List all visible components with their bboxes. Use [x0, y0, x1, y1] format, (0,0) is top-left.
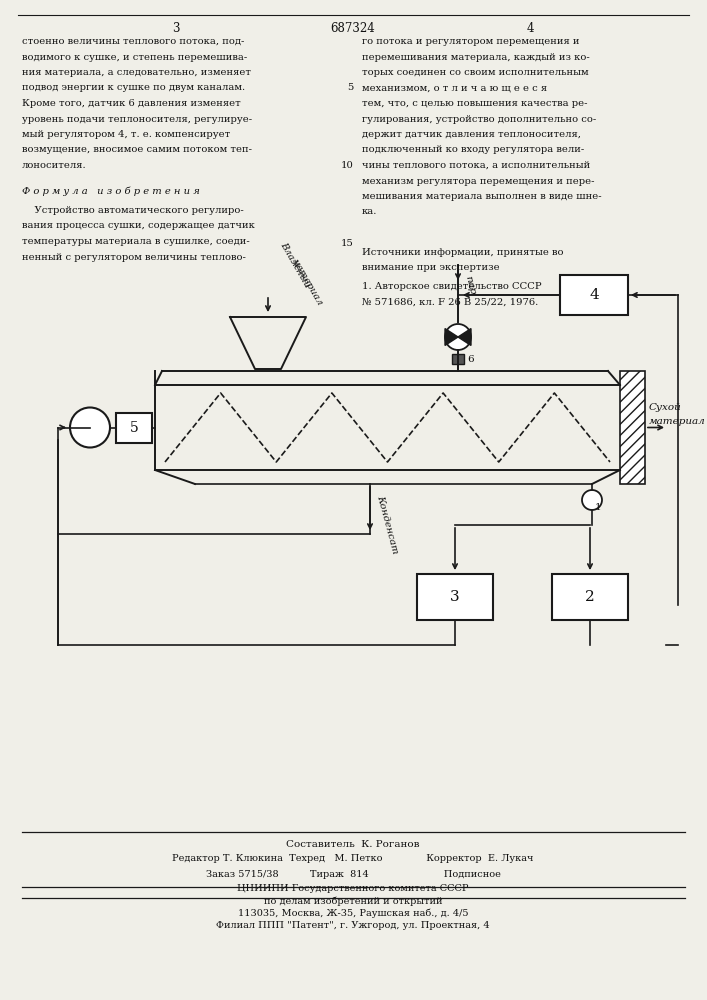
Text: ненный с регулятором величины теплово-: ненный с регулятором величины теплово- [22, 252, 246, 261]
Text: Филиал ППП "Патент", г. Ужгород, ул. Проектная, 4: Филиал ППП "Патент", г. Ужгород, ул. Про… [216, 921, 490, 930]
Text: 5: 5 [348, 84, 354, 93]
Text: № 571686, кл. F 26 В 25/22, 1976.: № 571686, кл. F 26 В 25/22, 1976. [362, 298, 538, 306]
Text: водимого к сушке, и степень перемешива-: водимого к сушке, и степень перемешива- [22, 52, 247, 62]
Text: 1. Авторское свидетельство СССР: 1. Авторское свидетельство СССР [362, 282, 542, 291]
Text: температуры материала в сушилке, соеди-: температуры материала в сушилке, соеди- [22, 237, 250, 246]
Text: перемешивания материала, каждый из ко-: перемешивания материала, каждый из ко- [362, 52, 590, 62]
Text: возмущение, вносимое самим потоком теп-: возмущение, вносимое самим потоком теп- [22, 145, 252, 154]
Text: тем, что, с целью повышения качества ре-: тем, что, с целью повышения качества ре- [362, 99, 588, 108]
Text: го потока и регулятором перемещения и: го потока и регулятором перемещения и [362, 37, 580, 46]
Bar [560, 275, 628, 315]
Text: ния материала, а следовательно, изменяет: ния материала, а следовательно, изменяет [22, 68, 251, 77]
Text: Устройство автоматического регулиро-: Устройство автоматического регулиро- [22, 206, 244, 215]
Text: 3: 3 [450, 590, 460, 604]
Text: уровень подачи теплоносителя, регулируе-: уровень подачи теплоносителя, регулируе- [22, 114, 252, 123]
Text: торых соединен со своим исполнительным: торых соединен со своим исполнительным [362, 68, 589, 77]
Circle shape [70, 408, 110, 448]
Text: Конденсат: Конденсат [375, 494, 399, 555]
Text: 6: 6 [467, 355, 474, 363]
Bar [620, 371, 645, 484]
Text: материал: материал [290, 256, 325, 307]
Text: Сухой: Сухой [649, 402, 682, 412]
Text: гулирования, устройство дополнительно со-: гулирования, устройство дополнительно со… [362, 114, 596, 123]
Text: ЦНИИПИ Государственного комитета СССР: ЦНИИПИ Государственного комитета СССР [238, 884, 469, 893]
Circle shape [445, 324, 471, 350]
Text: подвод энергии к сушке по двум каналам.: подвод энергии к сушке по двум каналам. [22, 84, 245, 93]
Text: лоносителя.: лоносителя. [22, 161, 87, 170]
Text: 3: 3 [173, 22, 180, 35]
Text: 4: 4 [589, 288, 599, 302]
Text: ка.: ка. [362, 208, 378, 217]
Text: механизм регулятора перемещения и пере-: механизм регулятора перемещения и пере- [362, 176, 595, 186]
Text: 5: 5 [129, 420, 139, 434]
Text: Источники информации, принятые во: Источники информации, принятые во [362, 248, 563, 257]
Circle shape [582, 490, 602, 510]
Text: вания процесса сушки, содержащее датчик: вания процесса сушки, содержащее датчик [22, 222, 255, 231]
Bar [417, 574, 493, 620]
Text: 4: 4 [526, 22, 534, 35]
Bar [552, 574, 628, 620]
Text: Кроме того, датчик 6 давления изменяет: Кроме того, датчик 6 давления изменяет [22, 99, 241, 108]
Text: стоенно величины теплового потока, под-: стоенно величины теплового потока, под- [22, 37, 245, 46]
Text: Редактор Т. Клюкина  Техред   М. Петко              Корректор  Е. Лукач: Редактор Т. Клюкина Техред М. Петко Корр… [173, 854, 534, 863]
Text: подключенный ко входу регулятора вели-: подключенный ко входу регулятора вели- [362, 145, 584, 154]
Text: материал: материал [649, 416, 706, 426]
Text: механизмом, о т л и ч а ю щ е е с я: механизмом, о т л и ч а ю щ е е с я [362, 84, 547, 93]
Polygon shape [458, 329, 471, 345]
Text: 2: 2 [585, 590, 595, 604]
Text: Влажный: Влажный [278, 240, 311, 289]
Text: 10: 10 [341, 161, 354, 170]
Text: внимание при экспертизе: внимание при экспертизе [362, 263, 500, 272]
Text: держит датчик давления теплоносителя,: держит датчик давления теплоносителя, [362, 130, 581, 139]
Text: Заказ 5715/38          Тираж  814                        Подписное: Заказ 5715/38 Тираж 814 Подписное [206, 870, 501, 879]
Text: 1: 1 [595, 503, 602, 512]
Text: Ф о р м у л а   и з о б р е т е н и я: Ф о р м у л а и з о б р е т е н и я [22, 186, 200, 196]
Text: по делам изобретений и открытий: по делам изобретений и открытий [264, 896, 443, 906]
Bar [452, 354, 464, 364]
Text: чины теплового потока, а исполнительный: чины теплового потока, а исполнительный [362, 161, 590, 170]
Text: 687324: 687324 [331, 22, 375, 35]
Polygon shape [445, 329, 458, 345]
Text: пар: пар [463, 275, 477, 296]
Text: Составитель  К. Роганов: Составитель К. Роганов [286, 840, 420, 849]
Text: 113035, Москва, Ж-35, Раушская наб., д. 4/5: 113035, Москва, Ж-35, Раушская наб., д. … [238, 908, 468, 918]
Text: 15: 15 [341, 238, 354, 247]
Text: мешивания материала выполнен в виде шне-: мешивания материала выполнен в виде шне- [362, 192, 602, 201]
Text: мый регулятором 4, т. е. компенсирует: мый регулятором 4, т. е. компенсирует [22, 130, 230, 139]
Bar [116, 412, 152, 442]
